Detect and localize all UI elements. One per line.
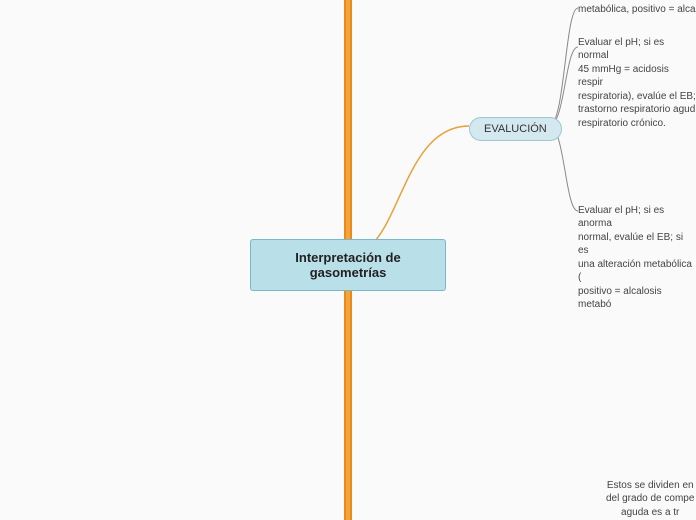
branch-evaluacion[interactable]: EVALUCIÓN [469, 117, 562, 141]
root-node[interactable]: Interpretación de gasometrías [250, 239, 446, 291]
leaf-text-3: Evaluar el pH; si es anorma normal, eval… [578, 190, 696, 312]
leaf-text-1: metabólica, positivo = alca [578, 3, 696, 17]
leaf-text-4: Estos se dividen en del grado de compe a… [606, 465, 694, 520]
leaf-text-2: Evaluar el pH; si es normal 45 mmHg = ac… [578, 22, 696, 130]
root-label: Interpretación de gasometrías [295, 250, 400, 280]
branch-label: EVALUCIÓN [484, 123, 547, 135]
